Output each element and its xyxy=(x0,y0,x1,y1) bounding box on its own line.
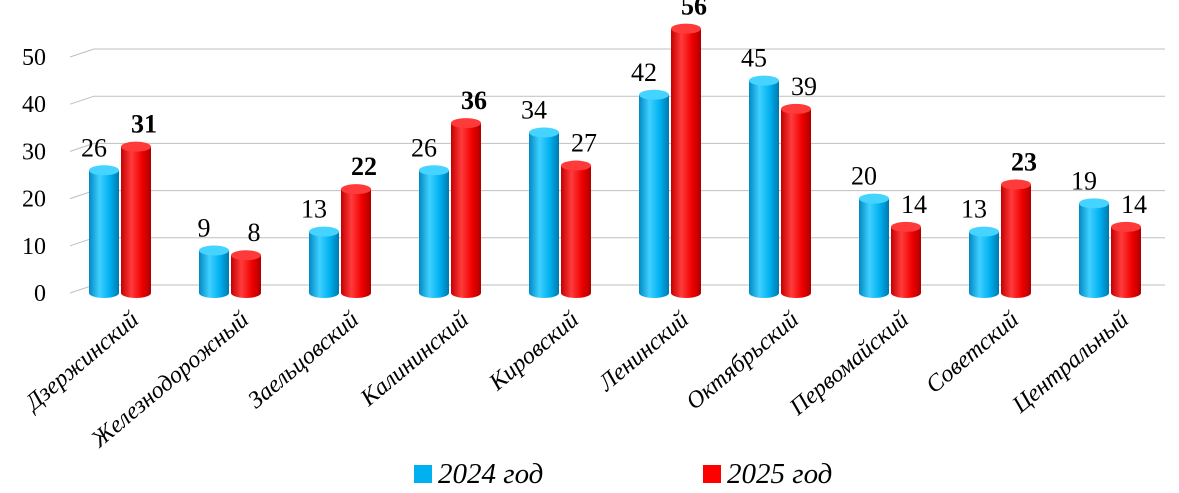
legend-label-2025: 2025 год xyxy=(727,458,833,490)
gridline-diag xyxy=(69,48,95,58)
y-tick-label: 30 xyxy=(22,139,46,165)
data-label: 23 xyxy=(1011,147,1037,176)
bar-Калининский-2024 год xyxy=(419,165,449,298)
bar-Первомайский-2025 год xyxy=(891,221,921,298)
bar-Центральный-2024 год xyxy=(1079,198,1109,298)
data-label: 36 xyxy=(461,86,487,115)
data-label: 31 xyxy=(131,110,157,139)
data-label: 13 xyxy=(961,195,987,224)
bar-Заельцовский-2024 год xyxy=(309,226,339,298)
legend-item-2024: 2024 год xyxy=(414,457,543,491)
data-label: 22 xyxy=(351,152,377,181)
x-tick-label: Центральный xyxy=(1007,307,1134,419)
data-label: 34 xyxy=(521,96,547,125)
data-label: 45 xyxy=(741,44,767,73)
y-tick-label: 20 xyxy=(22,187,46,213)
bar-Октябрьский-2024 год xyxy=(749,75,779,298)
data-label: 26 xyxy=(411,133,437,162)
bar-Железнодорожный-2024 год xyxy=(199,245,229,298)
x-tick-label: Первомайский xyxy=(784,307,914,422)
legend-label-2024: 2024 год xyxy=(438,458,544,490)
y-tick-label: 0 xyxy=(34,281,46,307)
bar-Дзержинский-2024 год xyxy=(89,165,119,298)
data-label: 8 xyxy=(248,218,261,247)
x-tick-label: Ленинский xyxy=(593,307,694,397)
bar-Калининский-2025 год xyxy=(451,118,481,298)
data-label: 56 xyxy=(681,0,707,21)
data-label: 9 xyxy=(198,214,211,243)
data-label: 14 xyxy=(901,190,927,219)
legend: 2024 год 2025 год xyxy=(0,457,1179,491)
x-tick-label: Советский xyxy=(921,307,1024,399)
legend-swatch-2025 xyxy=(703,465,721,483)
gridline-diag xyxy=(69,95,95,105)
bar-Кировский-2025 год xyxy=(561,160,591,298)
x-tick-label: Кировский xyxy=(484,307,584,397)
y-tick-label: 10 xyxy=(22,234,46,260)
bar-Заельцовский-2025 год xyxy=(341,184,371,298)
y-tick-label: 40 xyxy=(22,92,46,118)
data-label: 14 xyxy=(1121,190,1147,219)
x-tick-label: Октябрьский xyxy=(682,307,804,416)
bar-Центральный-2025 год xyxy=(1111,221,1141,298)
data-label: 20 xyxy=(851,162,877,191)
bar-Железнодорожный-2025 год xyxy=(231,250,261,298)
bar-Дзержинский-2025 год xyxy=(121,141,151,298)
bar-Советский-2024 год xyxy=(969,226,999,298)
gridline-diag xyxy=(69,142,95,152)
bar-Ленинский-2024 год xyxy=(639,89,669,298)
legend-item-2025: 2025 год xyxy=(703,457,832,491)
bar-Ленинский-2025 год xyxy=(671,23,701,298)
data-label: 27 xyxy=(571,129,597,158)
y-tick-label: 50 xyxy=(22,45,46,71)
legend-swatch-2024 xyxy=(414,465,432,483)
data-label: 13 xyxy=(301,195,327,224)
x-tick-label: Заельцовский xyxy=(243,307,364,414)
data-label: 42 xyxy=(631,58,657,87)
data-label: 19 xyxy=(1071,166,1097,195)
data-label: 39 xyxy=(791,72,817,101)
bar-Советский-2025 год xyxy=(1001,179,1031,298)
bar-Первомайский-2024 год xyxy=(859,193,889,298)
data-label: 26 xyxy=(81,133,107,162)
x-tick-label: Калининский xyxy=(355,307,474,412)
bar-Октябрьский-2025 год xyxy=(781,103,811,298)
bar-Кировский-2024 год xyxy=(529,127,559,298)
